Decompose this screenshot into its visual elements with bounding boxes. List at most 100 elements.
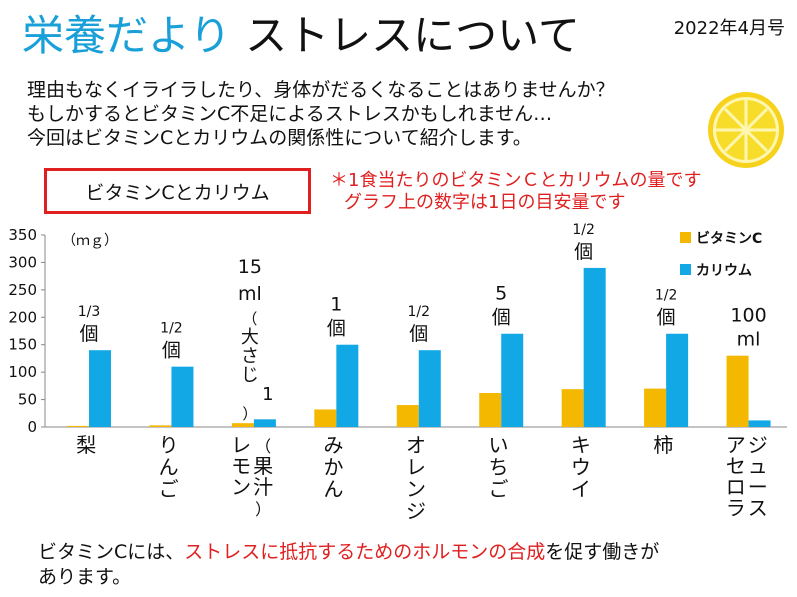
note-line: グラフ上の数字は1日の目安量です (344, 192, 626, 213)
bar-vitamin-c (149, 425, 172, 427)
legend-label-potassium: カリウム (696, 263, 752, 279)
bar-potassium (748, 420, 771, 427)
bar-vitamin-c (726, 355, 749, 427)
issue-date: 2022年4月号 (673, 18, 785, 39)
category-label-char: オ (406, 433, 426, 457)
category-label-char: み (324, 433, 344, 457)
y-tick-label: 50 (18, 391, 37, 409)
category-label-char: か (324, 455, 344, 479)
category-label-char: ン (406, 477, 426, 501)
y-axis-label: （ｍｇ） (62, 233, 118, 249)
category-label-char: モ (231, 454, 251, 478)
footer-text: ビタミンCには、ストレスに抵抗するためのホルモンの合成を促す働きが あります。 (38, 540, 659, 590)
category-label-char: 汁 (253, 475, 273, 499)
category-label-char: セ (726, 454, 746, 478)
footer-highlight: ストレスに抵抗するためのホルモンの合成 (184, 541, 546, 563)
intro-text: 理由もなくイライラしたり、身体がだるくなることはありませんか？ もしかするとビタ… (27, 78, 615, 150)
category-label-char: ア (726, 433, 746, 457)
y-tick-label: 0 (27, 418, 37, 436)
y-tick-label: 100 (8, 363, 37, 381)
legend-label-vitamin-c: ビタミンC (696, 231, 762, 247)
bar-vitamin-c (644, 388, 667, 427)
category-label-char: ラ (726, 496, 746, 520)
bar-vitamin-c (67, 425, 89, 427)
category-label-char: ジ (748, 433, 768, 457)
category-label-char: ー (748, 475, 768, 499)
serving-label: 個 (492, 307, 511, 329)
serving-label: 個 (657, 307, 676, 329)
intro-line: もしかするとビタミンC不足によるストレスかもしれません… (27, 103, 553, 125)
bar-potassium (583, 267, 606, 427)
y-tick-label: 200 (8, 308, 37, 326)
footer-line2: あります。 (38, 566, 132, 588)
category-label-char: レ (231, 433, 251, 457)
serving-label: さ (241, 346, 259, 367)
bar-vitamin-c (231, 423, 254, 427)
bar-potassium (418, 350, 441, 427)
footer-part1: ビタミンCには、 (38, 541, 185, 563)
category-label-char: ス (748, 496, 768, 520)
category-label-char: レ (406, 455, 426, 479)
category-label-char: ん (324, 477, 344, 501)
serving-label: 1 (330, 294, 342, 316)
serving-label: 5 (495, 283, 507, 305)
note-line: ＊1食当たりのビタミンＣとカリウムの量です (330, 170, 702, 191)
newsletter-title: 栄養だより ストレスについて (22, 8, 580, 64)
serving-label: （ (242, 310, 257, 328)
serving-label: 大 (241, 327, 259, 348)
serving-label: 1/2 (408, 304, 431, 320)
serving-label: 個 (162, 340, 181, 362)
bar-potassium (666, 333, 689, 427)
serving-label: ml (737, 329, 761, 351)
legend-swatch-vitamin-c (680, 232, 691, 243)
category-label-char: ） (255, 500, 271, 519)
category-label-char: ジ (406, 499, 426, 523)
bar-vitamin-c (396, 405, 419, 427)
lemon-slice-icon (708, 92, 784, 168)
category-label-char: り (159, 433, 179, 457)
legend-swatch-potassium (680, 264, 691, 275)
category-label-char: ン (231, 475, 251, 499)
bar-potassium (171, 366, 194, 427)
category-label-char: キ (571, 433, 591, 457)
intro-line: 今回はビタミンCとカリウムの関係性について紹介します。 (27, 127, 532, 149)
category-label-char: （ (255, 437, 271, 456)
category-label-char: ち (488, 455, 508, 479)
section-label: ビタミンCとカリウム (44, 168, 311, 214)
bar-potassium (253, 419, 276, 427)
category-label-char: ご (159, 477, 179, 501)
serving-label: じ (241, 365, 259, 386)
serving-label: 個 (409, 323, 428, 345)
y-tick-label: 350 (8, 226, 37, 244)
y-tick-label: 150 (8, 336, 37, 354)
category-label-char: 梨 (76, 433, 96, 457)
serving-label: 1/2 (572, 222, 595, 238)
intro-line: 理由もなくイライラしたり、身体がだるくなることはありませんか？ (27, 79, 615, 101)
category-label-char: ご (488, 477, 508, 501)
serving-label: 1/2 (655, 288, 678, 304)
serving-label: 個 (79, 323, 98, 345)
serving-label: 1/3 (78, 304, 101, 320)
category-label-char: い (488, 433, 508, 457)
title-main: ストレスについて (245, 11, 580, 60)
serving-label: 個 (574, 241, 593, 263)
category-label-char: イ (571, 477, 591, 501)
y-tick-label: 250 (8, 281, 37, 299)
bar-potassium (336, 344, 359, 427)
serving-label: ） (242, 405, 257, 423)
serving-label: 個 (327, 318, 346, 340)
y-tick-label: 300 (8, 253, 37, 271)
category-label-char: ロ (726, 475, 746, 499)
bar-vitamin-c (314, 409, 337, 427)
title-accent: 栄養だより (22, 11, 232, 60)
serving-label: 1/2 (160, 321, 183, 337)
category-label-char: ん (159, 455, 179, 479)
bar-vitamin-c (561, 389, 584, 427)
serving-label: 1 (262, 384, 273, 405)
serving-label: ml (238, 283, 262, 305)
category-label-char: ュ (748, 454, 768, 478)
category-label-char: 果 (253, 454, 273, 478)
bar-potassium (501, 333, 524, 427)
serving-label: 100 (730, 305, 766, 327)
